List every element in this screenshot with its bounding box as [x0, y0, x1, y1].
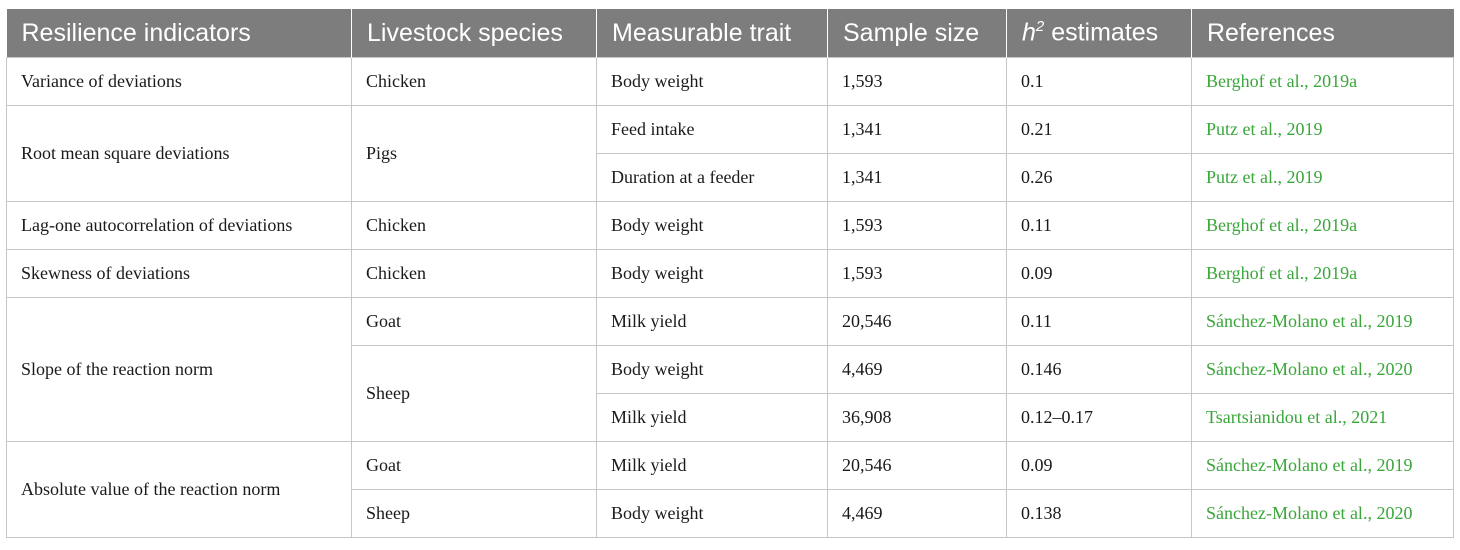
species-cell: Sheep: [351, 345, 597, 442]
table-row: Duration at a feeder 1,341 0.26 Putz et …: [7, 153, 1454, 202]
species-cell: Chicken: [351, 201, 597, 250]
indicator-cell: Slope of the reaction norm: [6, 297, 352, 442]
table-row: Milk yield 36,908 0.12–0.17 Tsartsianido…: [7, 393, 1454, 442]
table-row: Sheep Body weight 4,469 0.138 Sánchez-Mo…: [7, 489, 1454, 538]
header-references: References: [1191, 9, 1454, 58]
sample-size-cell: 4,469: [827, 489, 1007, 538]
h2-cell: 0.146: [1006, 345, 1192, 394]
species-cell: Chicken: [351, 57, 597, 106]
h2-cell: 0.12–0.17: [1006, 393, 1192, 442]
reference-link[interactable]: Berghof et al., 2019a: [1191, 57, 1454, 106]
sample-size-cell: 4,469: [827, 345, 1007, 394]
species-cell: Chicken: [351, 249, 597, 298]
reference-link[interactable]: Sánchez-Molano et al., 2020: [1191, 345, 1454, 394]
header-row: Resilience indicators Livestock species …: [6, 9, 1454, 58]
sample-size-cell: 20,546: [827, 441, 1007, 490]
trait-cell: Milk yield: [596, 297, 828, 346]
reference-link[interactable]: Tsartsianidou et al., 2021: [1191, 393, 1454, 442]
h2-cell: 0.21: [1006, 105, 1192, 154]
resilience-indicators-table: Resilience indicators Livestock species …: [6, 9, 1454, 538]
table-row: Variance of deviations Chicken Body weig…: [6, 57, 1454, 106]
species-cell: Pigs: [351, 105, 597, 202]
reference-link[interactable]: Sánchez-Molano et al., 2019: [1191, 297, 1454, 346]
trait-cell: Milk yield: [596, 393, 828, 442]
trait-cell: Duration at a feeder: [596, 153, 828, 202]
indicator-cell: Variance of deviations: [6, 57, 352, 106]
indicator-cell: Root mean square deviations: [6, 105, 352, 202]
h2-superscript: 2: [1035, 18, 1045, 36]
header-sample-size: Sample size: [827, 9, 1007, 58]
trait-cell: Feed intake: [596, 105, 828, 154]
species-cell: Goat: [351, 297, 597, 346]
h2-cell: 0.26: [1006, 153, 1192, 202]
sample-size-cell: 1,341: [827, 153, 1007, 202]
sample-size-cell: 1,341: [827, 105, 1007, 154]
header-indicator: Resilience indicators: [6, 9, 352, 58]
table-row: Sheep Body weight 4,469 0.146 Sánchez-Mo…: [7, 345, 1454, 442]
indicator-cell: Absolute value of the reaction norm: [6, 441, 352, 538]
reference-link[interactable]: Putz et al., 2019: [1191, 105, 1454, 154]
header-species: Livestock species: [351, 9, 597, 58]
trait-cell: Body weight: [596, 201, 828, 250]
indicator-cell: Skewness of deviations: [6, 249, 352, 298]
trait-cell: Milk yield: [596, 441, 828, 490]
h2-symbol: h: [1022, 18, 1036, 47]
h2-cell: 0.11: [1006, 297, 1192, 346]
species-cell: Goat: [351, 441, 597, 490]
reference-link[interactable]: Sánchez-Molano et al., 2020: [1191, 489, 1454, 538]
sample-size-cell: 1,593: [827, 201, 1007, 250]
sample-size-cell: 1,593: [827, 57, 1007, 106]
table-row: Absolute value of the reaction norm Goat…: [6, 441, 1454, 538]
h2-cell: 0.138: [1006, 489, 1192, 538]
sample-size-cell: 1,593: [827, 249, 1007, 298]
table-row: Lag-one autocorrelation of deviations Ch…: [6, 201, 1454, 250]
h2-label: estimates: [1044, 18, 1159, 47]
reference-link[interactable]: Berghof et al., 2019a: [1191, 249, 1454, 298]
trait-cell: Body weight: [596, 249, 828, 298]
h2-cell: 0.09: [1006, 249, 1192, 298]
reference-link[interactable]: Sánchez-Molano et al., 2019: [1191, 441, 1454, 490]
indicator-cell: Lag-one autocorrelation of deviations: [6, 201, 352, 250]
sample-size-cell: 20,546: [827, 297, 1007, 346]
reference-link[interactable]: Putz et al., 2019: [1191, 153, 1454, 202]
sample-size-cell: 36,908: [827, 393, 1007, 442]
header-trait: Measurable trait: [596, 9, 828, 58]
trait-cell: Body weight: [596, 345, 828, 394]
trait-cell: Body weight: [596, 489, 828, 538]
table-row: Slope of the reaction norm Goat Milk yie…: [6, 297, 1454, 442]
h2-cell: 0.1: [1006, 57, 1192, 106]
table-row: Skewness of deviations Chicken Body weig…: [6, 249, 1454, 298]
table-row: Root mean square deviations Pigs Feed in…: [6, 105, 1454, 202]
trait-cell: Body weight: [596, 57, 828, 106]
h2-cell: 0.09: [1006, 441, 1192, 490]
h2-cell: 0.11: [1006, 201, 1192, 250]
reference-link[interactable]: Berghof et al., 2019a: [1191, 201, 1454, 250]
header-h2-estimates: h2 estimates: [1006, 9, 1192, 58]
species-cell: Sheep: [351, 489, 597, 538]
